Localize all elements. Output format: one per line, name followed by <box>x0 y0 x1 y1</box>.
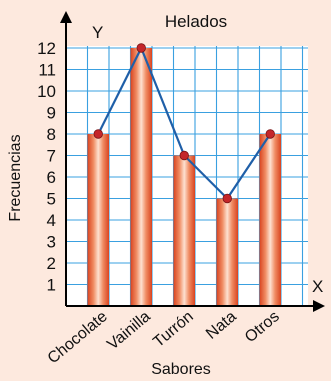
x-axis-arrow <box>313 300 325 312</box>
y-tick-label: 11 <box>38 61 56 80</box>
y-axis-title: Frecuencias <box>7 134 24 221</box>
x-tick-label: Turrón <box>150 308 197 351</box>
y-tick-label: 4 <box>47 211 56 230</box>
bar <box>173 155 195 306</box>
y-tick-label: 5 <box>47 190 56 209</box>
data-point <box>265 129 275 139</box>
axes <box>60 11 325 312</box>
data-point <box>136 43 146 53</box>
x-tick-label: Nata <box>203 308 240 343</box>
data-point <box>179 150 189 161</box>
y-tick-label: 1 <box>47 276 56 295</box>
y-tick-label: 7 <box>47 147 56 166</box>
x-tick-label: Chocolate <box>45 308 111 367</box>
data-points <box>93 43 275 204</box>
x-tick-label: Vainilla <box>104 308 154 353</box>
x-axis-title: Sabores <box>151 361 211 378</box>
bar <box>130 48 152 306</box>
y-tick-label: 6 <box>47 168 56 187</box>
bars <box>87 48 281 306</box>
y-axis-letter: Y <box>92 23 103 42</box>
chart-title: Helados <box>165 12 227 31</box>
x-axis-letter: X <box>312 277 323 296</box>
y-axis-arrow <box>60 11 72 23</box>
y-tick-label: 3 <box>47 233 56 252</box>
bar <box>87 134 109 306</box>
data-point <box>222 193 232 204</box>
y-tick-label: 9 <box>47 104 56 123</box>
y-tick-label: 2 <box>47 254 56 273</box>
y-tick-label: 10 <box>37 82 56 101</box>
bar <box>216 198 238 306</box>
bar <box>259 134 281 306</box>
data-point <box>93 129 103 139</box>
x-tick-label: Otros <box>242 308 283 346</box>
y-tick-label: 8 <box>47 125 56 144</box>
y-tick-label: 12 <box>37 39 56 58</box>
